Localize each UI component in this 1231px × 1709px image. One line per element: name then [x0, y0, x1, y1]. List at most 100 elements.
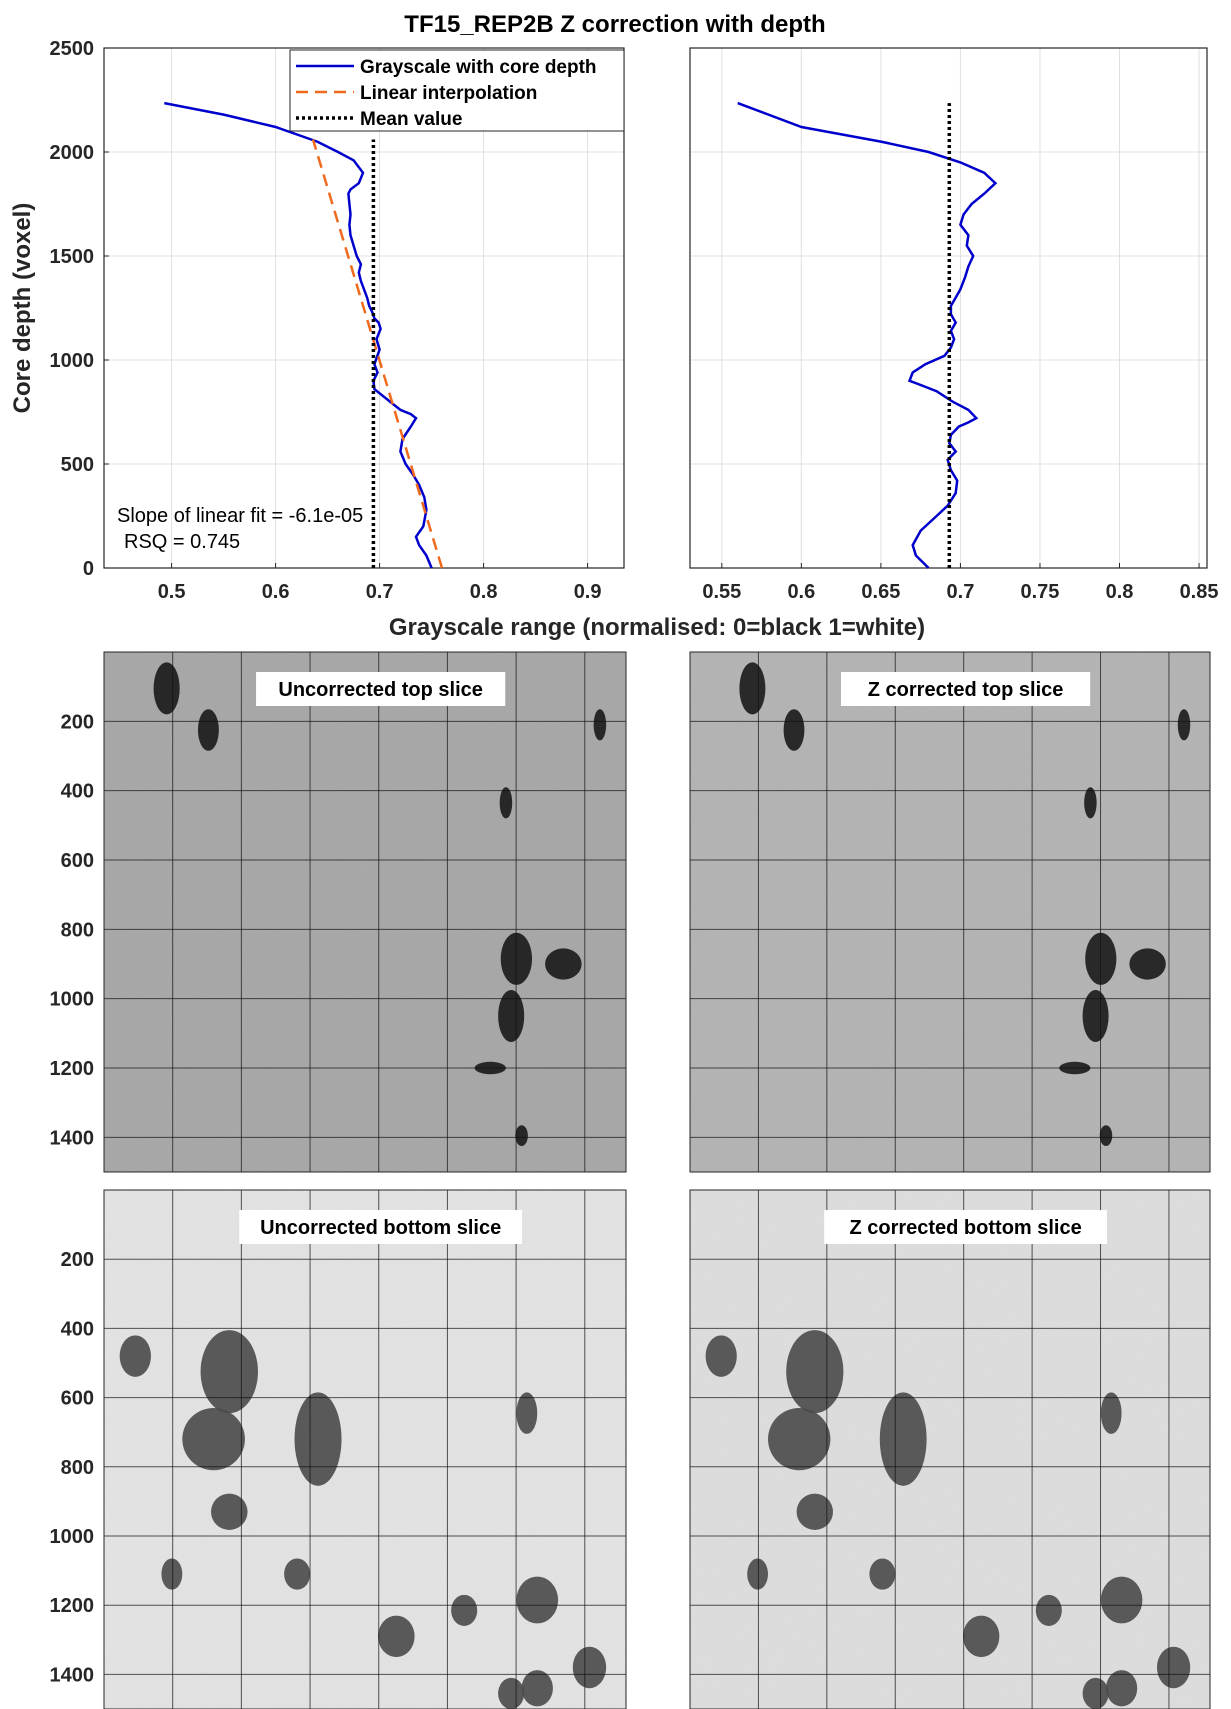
image-feature	[593, 709, 607, 741]
x-tick-label: 0.65	[861, 581, 900, 603]
image-frame	[103, 1189, 627, 1709]
image-feature	[516, 1392, 538, 1434]
x-tick-label: 0.75	[1021, 581, 1060, 603]
slice-label: Z corrected top slice	[868, 679, 1064, 701]
image-feature	[197, 709, 219, 751]
image-y-tick-label: 1200	[50, 1058, 95, 1080]
image-texture	[690, 1190, 1210, 1709]
chart-panel-right: 0.55 0.6 0.65 0.7 0.75 0.8 0.85	[689, 47, 1219, 603]
y-axis-label: Core depth (voxel)	[9, 203, 36, 414]
image-feature	[1084, 787, 1097, 819]
figure-title: TF15_REP2B Z correction with depth	[404, 11, 825, 38]
slice-label: Z corrected bottom slice	[849, 1217, 1081, 1239]
image-feature	[1177, 709, 1191, 741]
image-y-tick-label: 200	[61, 711, 94, 733]
image-feature	[1082, 1677, 1109, 1709]
x-tick-label: 0.7	[366, 581, 394, 603]
image-feature	[294, 1392, 342, 1486]
image-frame	[689, 1189, 1211, 1709]
chart-panel-left: 0.5 0.6 0.7 0.8 0.9 0 500 1000 1500 2000 2500 Core …	[9, 38, 625, 603]
x-tick-label: 0.85	[1180, 581, 1219, 603]
image-y-tick-label: 200	[61, 1249, 94, 1271]
legend-entry: Grayscale with core depth	[360, 57, 597, 78]
image-feature	[879, 1392, 927, 1486]
slice-label: Uncorrected top slice	[278, 679, 483, 701]
image-feature	[786, 1330, 844, 1414]
image-feature	[1106, 1670, 1138, 1707]
image-feature	[211, 1493, 248, 1530]
slice-label: Uncorrected bottom slice	[260, 1217, 501, 1239]
image-feature	[521, 1670, 553, 1707]
image-y-tick-label: 800	[61, 919, 94, 941]
image-y-tick-label: 1400	[50, 1127, 95, 1149]
image-feature	[498, 1677, 525, 1709]
series-line-linear-interpolation	[311, 139, 444, 569]
image-y-tick-label: 1200	[50, 1595, 95, 1617]
x-tick-label: 0.55	[702, 581, 741, 603]
x-tick-label: 0.9	[574, 581, 602, 603]
image-texture	[104, 652, 626, 1172]
axes-box	[103, 47, 625, 569]
legend-entry: Mean value	[360, 109, 462, 130]
shared-x-axis-label: Grayscale range (normalised: 0=black 1=w…	[389, 614, 925, 641]
image-feature	[783, 709, 805, 751]
x-tick-label: 0.5	[158, 581, 186, 603]
image-feature	[1035, 1594, 1062, 1626]
series-line-grayscale-with-core-depth	[164, 101, 433, 569]
image-feature	[284, 1558, 311, 1590]
image-feature	[1129, 948, 1166, 980]
image-feature	[451, 1594, 478, 1626]
image-feature	[515, 1125, 528, 1146]
image-y-tick-label: 400	[61, 1318, 94, 1340]
image-feature	[498, 990, 525, 1042]
image-feature	[705, 1335, 737, 1377]
image-y-tick-label: 1000	[50, 1526, 95, 1548]
image-y-tick-label: 600	[61, 1388, 94, 1410]
image-y-tick-label: 600	[61, 850, 94, 872]
image-panel-bottom-right-image: Z corrected bottom slice	[689, 1189, 1211, 1709]
image-feature	[1099, 1125, 1113, 1146]
legend: Grayscale with core depth Linear interpol…	[289, 49, 625, 132]
image-texture	[690, 652, 1210, 1172]
image-feature	[869, 1558, 896, 1590]
image-panel-top-left-image: 200 400 600 800 1000 1200 1400 Uncorrected top …	[50, 651, 627, 1173]
fit-rsq-annotation: RSQ = 0.745	[124, 531, 240, 553]
image-y-tick-label: 1000	[50, 989, 95, 1011]
image-feature	[1082, 990, 1109, 1042]
image-feature	[499, 787, 513, 819]
y-tick-label: 2500	[50, 38, 95, 60]
image-y-tick-label: 1400	[50, 1664, 95, 1686]
slice-label-box	[841, 672, 1091, 706]
image-panel-top-right-image: Z corrected top slice	[689, 651, 1211, 1173]
image-feature	[768, 1407, 831, 1471]
image-feature	[739, 662, 766, 715]
image-texture	[104, 1190, 626, 1709]
image-feature	[200, 1330, 258, 1414]
image-feature	[1100, 1392, 1122, 1434]
image-feature	[182, 1407, 245, 1471]
image-frame	[689, 651, 1211, 1173]
image-feature	[1156, 1646, 1191, 1689]
image-feature	[572, 1646, 607, 1689]
y-tick-label: 1000	[50, 350, 95, 372]
image-feature	[747, 1558, 768, 1590]
image-feature	[545, 948, 582, 980]
x-tick-label: 0.6	[262, 581, 290, 603]
y-tick-label: 500	[61, 454, 94, 476]
image-feature	[1100, 1576, 1143, 1624]
x-tick-label: 0.6	[787, 581, 815, 603]
image-feature	[119, 1335, 151, 1377]
image-frame	[103, 651, 627, 1173]
image-feature	[378, 1615, 415, 1658]
y-tick-label: 1500	[50, 246, 95, 268]
image-panel-bottom-left-image: 200 400 600 800 1000 1200 1400 Uncorrected bott…	[50, 1189, 627, 1709]
image-feature	[516, 1576, 559, 1624]
fit-slope-annotation: Slope of linear fit = -6.1e-05	[117, 505, 363, 527]
y-tick-label: 2000	[50, 142, 95, 164]
x-tick-label: 0.8	[470, 581, 498, 603]
image-y-tick-label: 400	[61, 781, 94, 803]
image-feature	[161, 1558, 183, 1590]
legend-entry: Linear interpolation	[360, 83, 537, 104]
slice-label-box	[239, 1210, 523, 1244]
slice-label-box	[824, 1210, 1107, 1244]
